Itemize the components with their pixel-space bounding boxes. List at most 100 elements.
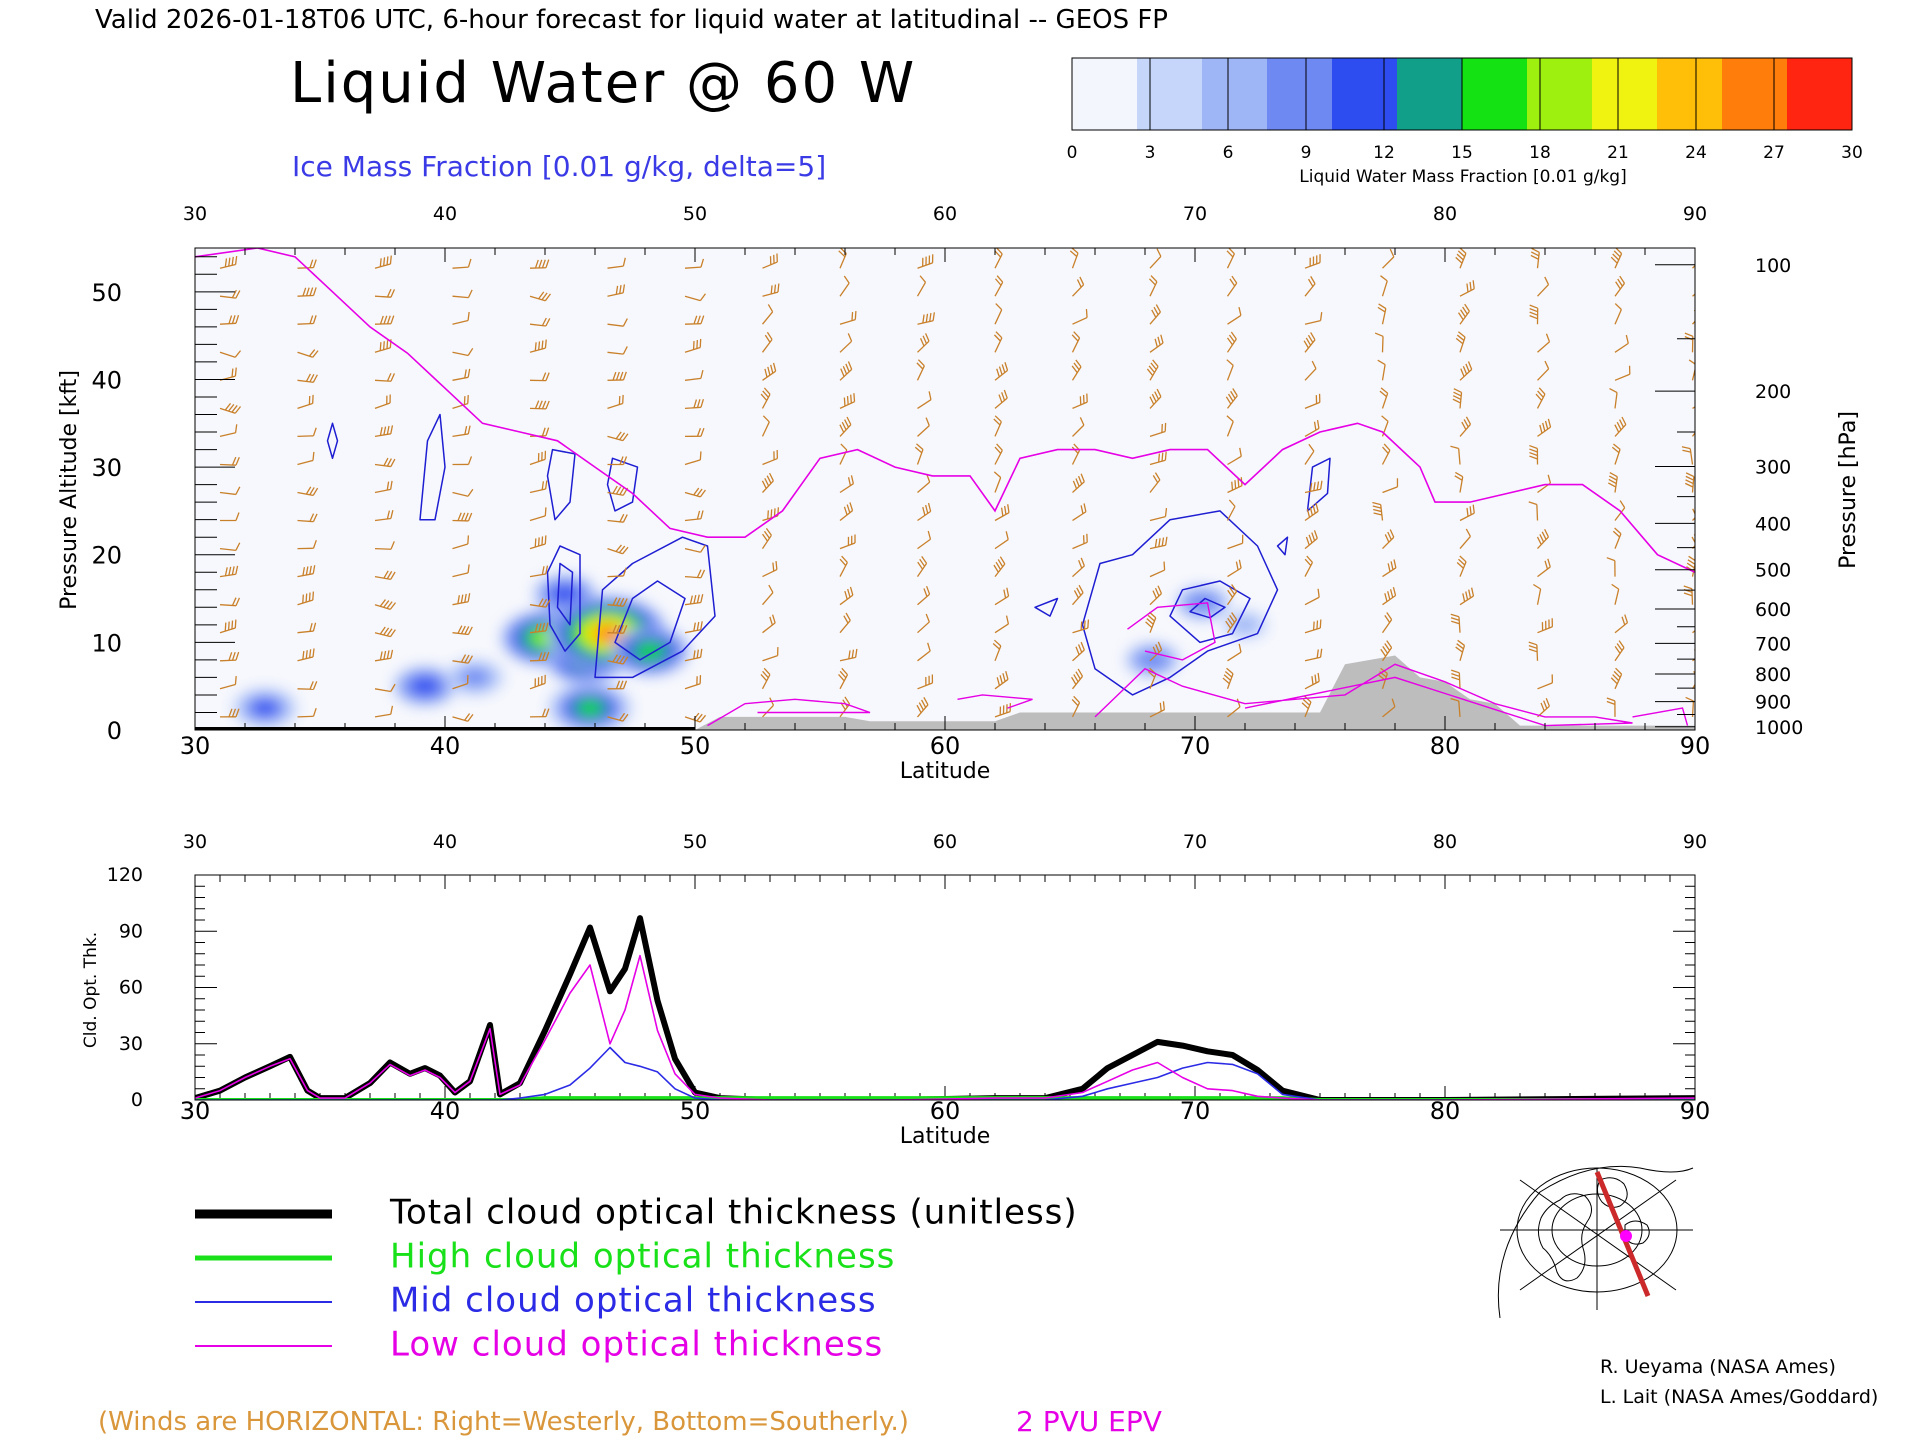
wind-barb-flag — [390, 425, 394, 434]
wind-barb-flag — [1619, 500, 1626, 509]
wind-barb — [297, 373, 318, 383]
wind-barb-shaft — [1149, 515, 1166, 522]
wind-barb-flag — [1158, 538, 1161, 547]
wind-barb-shaft — [1227, 706, 1241, 718]
wind-barb-flag — [467, 289, 473, 298]
wind-barb-flag — [1533, 583, 1541, 590]
wind-barb-flag — [312, 539, 317, 549]
wind-barb-flag — [1696, 416, 1704, 423]
wind-barb — [607, 597, 628, 607]
wind-barb-flag — [1377, 306, 1386, 313]
wind-barb — [839, 393, 856, 409]
wind-barb-shaft — [1536, 588, 1542, 605]
wind-barb-flag — [843, 275, 850, 284]
wind-barb-flag — [390, 649, 394, 659]
wind-barb-shaft — [1226, 253, 1235, 269]
wind-barb-flag — [1551, 618, 1554, 627]
wind-barb — [762, 614, 776, 634]
wind-barb-shaft — [219, 322, 237, 325]
colorbar-tick-label: 18 — [1529, 143, 1551, 163]
wind-barb-flag — [1529, 314, 1538, 320]
wind-barb — [1459, 280, 1475, 297]
wind-barb-shaft — [219, 573, 236, 578]
wind-barb-flag — [1459, 248, 1467, 254]
wind-barb-flag — [854, 311, 857, 320]
wind-barb-flag — [1373, 512, 1383, 516]
wind-barb — [762, 283, 780, 297]
wind-barb-shaft — [1614, 673, 1623, 690]
wind-barb-flag — [847, 588, 851, 598]
wind-barb-flag — [1086, 533, 1088, 543]
wind-barb-flag — [234, 424, 238, 433]
wind-barb — [529, 651, 550, 662]
wind-barb-flag — [760, 674, 768, 682]
wind-barb-flag — [622, 456, 628, 465]
wind-barb — [917, 642, 931, 662]
legend-label-mid: Mid cloud optical thickness — [390, 1281, 877, 1321]
wind-barb-flag — [928, 255, 931, 265]
wind-barb-flag — [693, 595, 697, 604]
wind-barb-flag — [390, 571, 396, 580]
wind-barb-flag — [1386, 640, 1393, 649]
wind-barb-shaft — [1459, 288, 1475, 297]
wind-barb-flag — [1701, 643, 1708, 651]
wind-barb-flag — [1531, 248, 1540, 253]
wind-barb-shaft — [1458, 672, 1461, 689]
wind-barb-flag — [1609, 387, 1618, 394]
wind-barb-flag — [700, 315, 705, 324]
wind-barb-flag — [1625, 334, 1629, 344]
wind-barb-flag — [1685, 475, 1694, 481]
wind-barb-flag — [228, 315, 233, 324]
wind-barb-flag — [771, 614, 776, 624]
wind-barb-flag — [922, 314, 925, 324]
wind-barb — [297, 451, 315, 466]
wind-barb-flag — [467, 593, 471, 602]
wind-barb-shaft — [684, 406, 702, 410]
wind-barb-flag — [1238, 643, 1242, 653]
wind-barb-shaft — [374, 379, 392, 382]
wind-barb-shaft — [1692, 536, 1695, 550]
wind-barb-flag — [1077, 668, 1084, 677]
wind-barb-flag — [390, 480, 393, 490]
wind-barb-shaft — [684, 716, 701, 723]
wind-barb-flag — [231, 597, 237, 606]
wind-barb-shaft — [297, 266, 314, 269]
wind-barb — [1456, 555, 1467, 577]
pvu-small-contour — [1127, 602, 1216, 661]
wind-barb-flag — [1157, 336, 1161, 346]
wind-barb-flag — [1529, 455, 1538, 460]
wind-barb — [1372, 501, 1384, 521]
wind-barb-shaft — [839, 424, 852, 437]
wind-barb-flag — [1304, 558, 1312, 566]
wind-barb-flag — [457, 595, 460, 604]
wind-barb-flag — [231, 620, 234, 630]
wind-barb-flag — [925, 585, 931, 595]
wind-barb-shaft — [529, 543, 546, 550]
wind-barb-shaft — [917, 425, 930, 437]
wind-barb-flag — [916, 443, 924, 450]
wind-barb — [762, 450, 779, 466]
wind-barb-flag — [467, 368, 471, 378]
wind-barb-flag — [1078, 584, 1084, 594]
wind-barb-flag — [763, 530, 770, 539]
wind-barb-flag — [1698, 249, 1706, 257]
wind-barb-shaft — [1149, 617, 1157, 633]
wind-barb-flag — [1460, 309, 1466, 318]
wind-barb — [529, 259, 550, 269]
y-tick-label: 20 — [91, 542, 122, 570]
wind-barb-flag — [383, 257, 386, 266]
wind-barb — [1072, 393, 1088, 409]
wind-barb-shaft — [1304, 680, 1320, 690]
wind-barb-flag — [693, 712, 700, 721]
wind-barb-flag — [999, 556, 1006, 565]
wind-barb — [839, 361, 853, 381]
x-tick-label-bottom: 40 — [430, 732, 461, 760]
wind-barb-shaft — [1691, 674, 1695, 690]
wind-barb-shaft — [1381, 619, 1393, 634]
wind-barb — [1304, 312, 1323, 325]
wind-barb — [1227, 447, 1242, 466]
wind-barb-flag — [1450, 445, 1459, 450]
wind-barb-flag — [1455, 256, 1463, 264]
wind-barb-shaft — [1304, 701, 1312, 718]
wind-barb-flag — [841, 421, 847, 431]
